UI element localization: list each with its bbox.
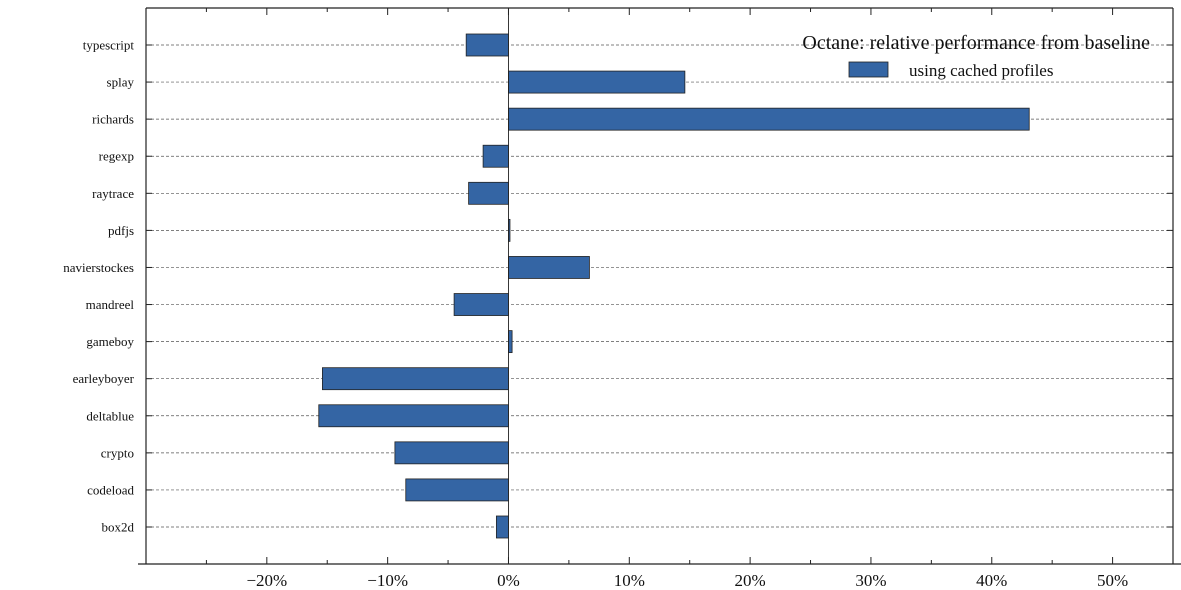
y-tick-label: gameboy xyxy=(86,334,134,349)
bar xyxy=(322,367,509,391)
bar xyxy=(405,478,509,502)
y-tick-label: codeload xyxy=(87,482,134,497)
bar xyxy=(394,441,509,465)
y-tick-label: navierstockes xyxy=(63,260,134,275)
x-tick-label: −20% xyxy=(246,571,287,590)
bar xyxy=(495,515,509,539)
bar xyxy=(508,330,513,354)
bar xyxy=(482,144,509,168)
x-tick-label: 40% xyxy=(976,571,1007,590)
y-tick-label: deltablue xyxy=(86,408,134,423)
grid xyxy=(146,44,1173,528)
y-tick-label: raytrace xyxy=(92,186,134,201)
x-tick-label: 20% xyxy=(735,571,766,590)
y-tick-labels: box2d codeload crypto deltablue earleyboyer g… xyxy=(63,38,134,535)
y-tick-label: box2d xyxy=(102,520,135,535)
y-tick-label: regexp xyxy=(99,149,134,164)
y-tick-label: pdfjs xyxy=(108,223,134,238)
x-tick-label: 30% xyxy=(855,571,886,590)
y-tick-label: richards xyxy=(92,112,134,127)
legend-title: Octane: relative performance from baseli… xyxy=(802,32,1150,54)
bar xyxy=(508,256,590,279)
legend: Octane: relative performance from baseli… xyxy=(802,32,1150,80)
bars xyxy=(318,33,1030,539)
x-tick-label: 50% xyxy=(1097,571,1128,590)
y-tick-label: typescript xyxy=(83,38,135,53)
y-tick-label: mandreel xyxy=(86,297,135,312)
bar xyxy=(508,70,686,94)
bar xyxy=(453,293,509,316)
y-tick-label: crypto xyxy=(101,445,134,460)
axes xyxy=(138,7,1181,565)
y-tick-label: earleyboyer xyxy=(73,371,135,386)
bar xyxy=(508,107,1030,131)
bar xyxy=(465,33,509,57)
x-tick-label: 0% xyxy=(497,571,520,590)
x-tick-label: −10% xyxy=(367,571,408,590)
y-tick-label: splay xyxy=(107,75,135,90)
legend-swatch xyxy=(848,61,889,78)
x-tick-label: 10% xyxy=(614,571,645,590)
bar xyxy=(468,181,509,205)
x-tick-labels: −20% −10% 0% 10% 20% 30% 40% 50% xyxy=(246,571,1128,590)
bar xyxy=(318,404,509,428)
legend-label: using cached profiles xyxy=(909,61,1053,80)
